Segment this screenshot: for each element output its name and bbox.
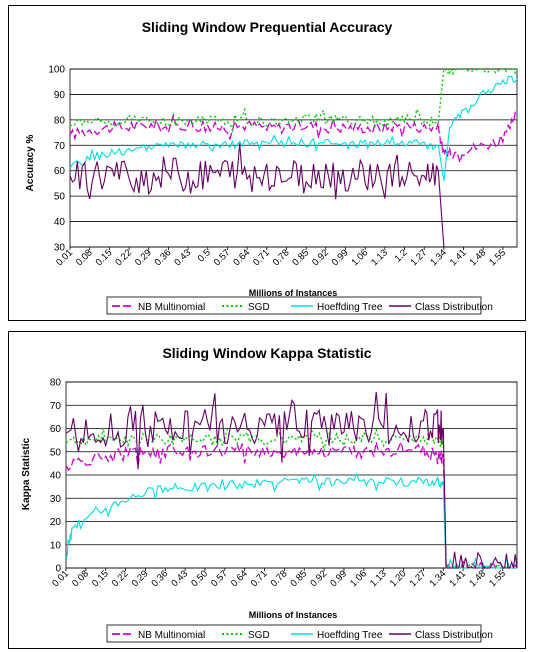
series-line-hoeffding-tree [65,472,517,569]
x-tick-label: 0.99 [330,247,351,268]
y-tick-label: 40 [50,471,62,482]
series-line-sgd [65,426,517,569]
x-tick-label: 1.34 [428,568,449,589]
x-tick-label: 0.08 [70,568,91,589]
kappa-chart-panel: Sliding Window Kappa Statistic Kappa Sta… [8,331,526,649]
x-tick-label: 1.06 [349,247,370,268]
legend-label-class-distribution: Class Distribution [415,630,493,641]
kappa-chart: Sliding Window Kappa Statistic Kappa Sta… [21,345,518,643]
series-line-sgd [69,67,518,134]
x-tick-label: 0.01 [50,568,71,589]
x-tick-label: 0.92 [310,247,331,268]
x-tick-label: 0.78 [269,568,290,589]
legend-label-nb-multinomial: NB Multinomial [138,302,205,313]
y-tick-label: 30 [50,494,62,505]
gridlines [70,68,517,248]
x-tick-label: 0.71 [251,247,272,268]
legend-label-class-distribution: Class Distribution [415,302,493,313]
x-tick-label: 0.15 [90,568,111,589]
y-tick-label: 40 [54,217,66,228]
x-tick-label: 1.48 [468,247,489,268]
y-tick-label: 50 [54,192,66,203]
x-axis-label: Millions of Instances [249,610,338,620]
y-tick-label: 30 [54,243,66,254]
x-tick-label: 0.36 [153,247,174,268]
legend-label-sgd: SGD [248,302,270,313]
x-tick-label: 0.92 [308,568,329,589]
x-tick-label: 1.41 [448,247,469,268]
x-tick-label: 0.22 [113,247,134,268]
x-tick-label: 1.34 [428,247,449,268]
x-tick-label: 1.27 [408,247,429,268]
x-axis-label: Millions of Instances [249,288,338,298]
plot-area [69,68,518,248]
legend-label-nb-multinomial: NB Multinomial [138,630,205,641]
y-tick-label: 70 [54,141,66,152]
y-axis-label: Kappa Statistic [21,437,32,510]
x-tick-label: 0.64 [229,568,250,589]
x-tick-label: 0.57 [212,247,233,268]
x-tick-label: 0.15 [94,247,115,268]
x-tick-label: 0.85 [290,247,311,268]
x-tick-label: 1.27 [408,568,429,589]
x-tick-label: 1.06 [348,568,369,589]
series-line-nb-multinomial [69,111,518,166]
chart-title: Sliding Window Prequential Accuracy [142,19,393,35]
x-tick-label: 0.22 [110,568,131,589]
series-group [65,392,518,571]
x-tick-label: 0.29 [133,247,154,268]
x-tick-label: 0.85 [289,568,310,589]
gridlines [66,381,517,569]
accuracy-chart: Sliding Window Prequential Accuracy Accu… [25,19,518,315]
x-tick-label: 1.55 [487,247,508,268]
x-tick-label: 0.43 [169,568,190,589]
series-group [69,67,518,248]
series-line-class-distribution [65,392,518,569]
x-tick-label: 0.43 [172,247,193,268]
y-tick-label: 60 [54,166,66,177]
y-tick-label: 90 [54,90,66,101]
x-tick-label: 1.20 [388,568,409,589]
y-tick-label: 80 [50,378,62,389]
x-tick-label: 0.64 [231,247,252,268]
y-tick-label: 0 [55,564,61,575]
y-tick-label: 100 [48,65,65,76]
x-tick-label: 1.55 [487,568,508,589]
x-tick-label: 0.29 [130,568,151,589]
y-tick-label: 50 [50,447,62,458]
x-tick-label: 1.48 [467,568,488,589]
y-tick-label: 80 [54,115,66,126]
x-tick-label: 1.41 [447,568,468,589]
x-tick-label: 1.13 [369,247,390,268]
legend-label-sgd: SGD [248,630,270,641]
series-line-nb-multinomial [65,440,518,571]
x-tick-label: 1.13 [368,568,389,589]
x-tick-label: 0.5 [196,247,213,264]
y-axis-label: Accuracy % [25,135,36,192]
y-tick-label: 60 [50,424,62,435]
x-tick-label: 0.08 [74,247,95,268]
x-tick-label: 0.99 [328,568,349,589]
legend-label-hoeffding-tree: Hoeffding Tree [317,630,383,641]
series-line-hoeffding-tree [69,75,518,181]
x-tick-label: 0.36 [150,568,171,589]
x-tick-label: 0.57 [209,568,230,589]
x-tick-label: 0.78 [271,247,292,268]
legend-label-hoeffding-tree: Hoeffding Tree [317,302,383,313]
plot-area [65,381,518,569]
x-tick-label: 1.2 [393,247,410,264]
y-tick-label: 20 [50,517,62,528]
series-line-class-distribution [69,143,445,248]
accuracy-chart-panel: Sliding Window Prequential Accuracy Accu… [8,5,526,321]
y-tick-label: 70 [50,401,62,412]
chart-title: Sliding Window Kappa Statistic [162,345,371,361]
x-tick-label: 0.50 [189,568,210,589]
y-tick-label: 10 [50,540,62,551]
x-tick-label: 0.71 [249,568,270,589]
